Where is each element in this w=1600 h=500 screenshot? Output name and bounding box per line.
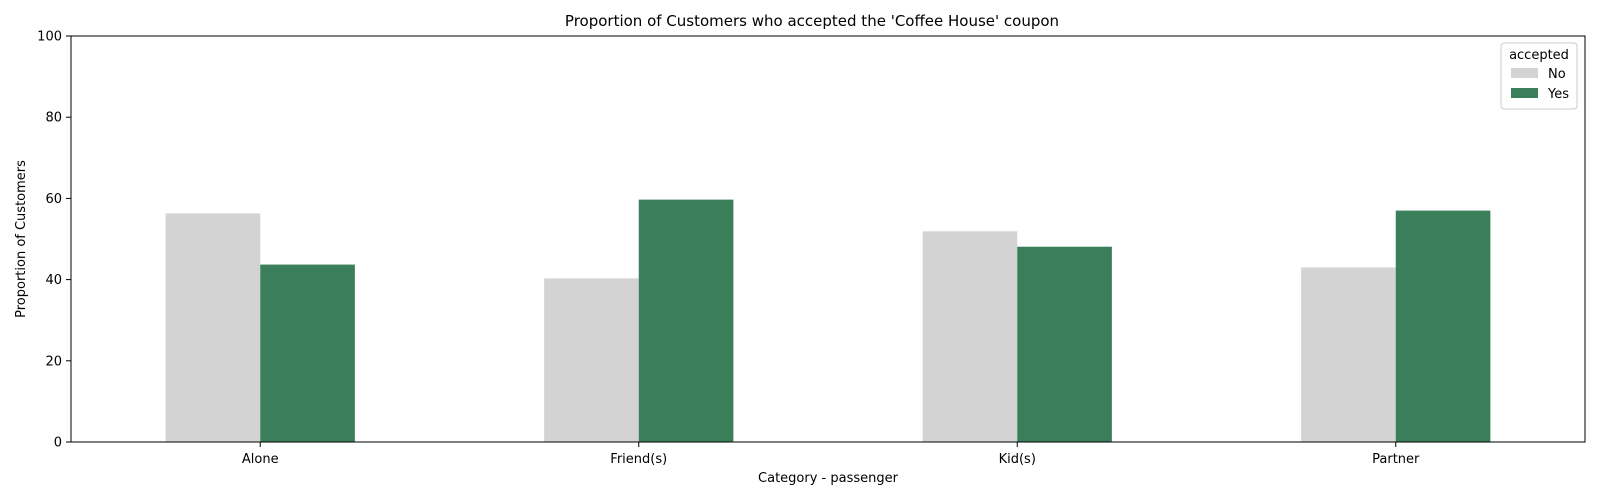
x-tick-label: Kid(s) — [999, 452, 1036, 467]
x-tick-label: Alone — [242, 452, 279, 467]
y-tick-label: 0 — [54, 436, 62, 451]
legend-swatch-no — [1511, 68, 1538, 78]
bar-no-4 — [1301, 267, 1396, 442]
legend-label-no: No — [1548, 67, 1566, 82]
bar-no-2 — [544, 278, 639, 442]
x-tick-label: Partner — [1372, 452, 1420, 467]
y-tick-label: 100 — [37, 30, 62, 45]
x-tick-label: Friend(s) — [610, 452, 667, 467]
bar-yes-3 — [1017, 246, 1112, 442]
y-axis-ticks: 0 20 40 60 80 100 — [37, 30, 71, 451]
legend-swatch-yes — [1511, 88, 1538, 98]
legend-label-yes: Yes — [1547, 87, 1569, 102]
y-tick-label: 80 — [45, 111, 62, 126]
bars-group — [165, 199, 1491, 442]
y-axis-label: Proportion of Customers — [14, 160, 29, 318]
y-tick-label: 20 — [45, 354, 62, 369]
bar-yes-2 — [638, 199, 734, 442]
legend: accepted No Yes — [1500, 42, 1578, 110]
x-axis-ticks: Alone Friend(s) Kid(s) Partner — [242, 442, 1420, 467]
legend-title: accepted — [1509, 48, 1569, 63]
x-axis-label: Category - passenger — [758, 471, 899, 486]
bar-no-1 — [165, 213, 261, 442]
plot-frame — [70, 35, 1586, 443]
bar-yes-4 — [1395, 210, 1491, 442]
bar-yes-1 — [260, 264, 355, 442]
y-tick-label: 40 — [45, 273, 62, 288]
chart-title: Proportion of Customers who accepted the… — [565, 12, 1059, 30]
bar-no-3 — [922, 231, 1018, 442]
y-tick-label: 60 — [45, 192, 62, 207]
